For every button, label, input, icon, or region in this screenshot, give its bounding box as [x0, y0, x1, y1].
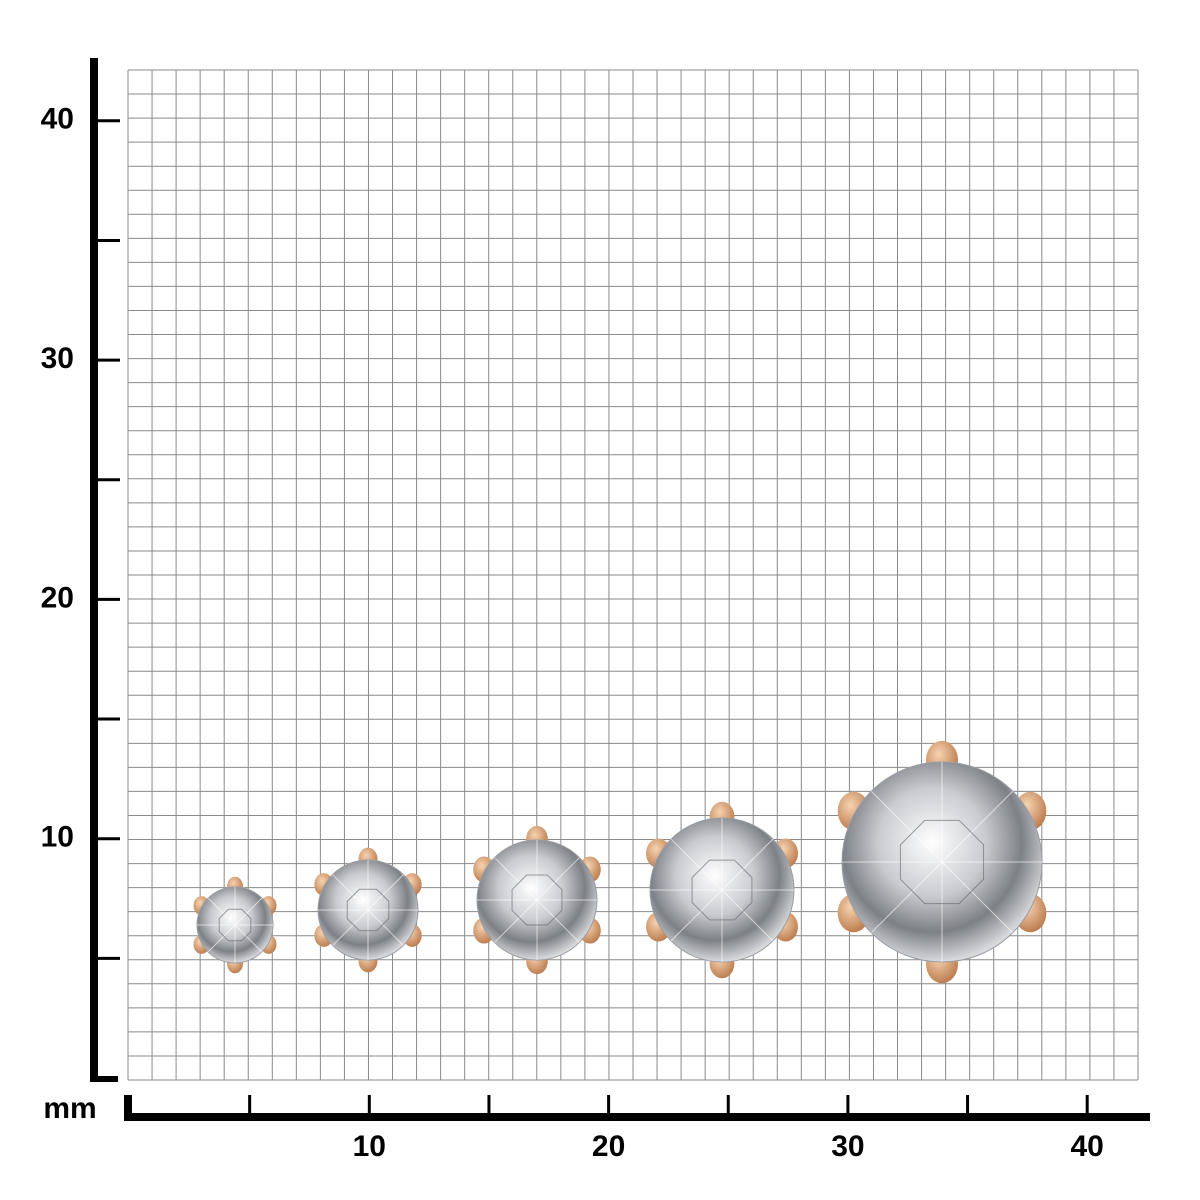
y-axis-foot	[90, 1076, 118, 1082]
facet	[721, 838, 774, 891]
y-tick-label: 10	[41, 821, 74, 854]
unit-label: mm	[43, 1092, 96, 1125]
x-tick-label: 10	[353, 1130, 386, 1163]
facet	[536, 899, 580, 943]
x-tick-label: 40	[1071, 1130, 1104, 1163]
earrings	[193, 740, 1047, 984]
facet	[367, 874, 404, 911]
table-facet	[511, 874, 563, 926]
facet	[670, 889, 723, 942]
earring	[193, 876, 277, 974]
facet	[367, 909, 404, 946]
facet	[207, 924, 236, 953]
table-facet	[346, 888, 390, 932]
earring	[646, 801, 798, 979]
facet	[870, 861, 943, 934]
y-tick-label: 40	[41, 103, 74, 136]
x-tick-label: 30	[831, 1130, 864, 1163]
facet	[207, 897, 236, 926]
facet	[234, 897, 263, 926]
earring	[837, 740, 1047, 984]
facet	[941, 861, 1014, 934]
axes	[90, 58, 1150, 1121]
table-facet	[899, 819, 985, 905]
earring	[473, 825, 601, 975]
table-facet	[218, 908, 252, 942]
table-facet	[691, 859, 753, 921]
facet	[332, 909, 369, 946]
x-axis-line	[124, 1113, 1150, 1121]
facet	[536, 857, 580, 901]
facet	[332, 874, 369, 911]
x-tick-label: 20	[592, 1130, 625, 1163]
facet	[721, 889, 774, 942]
earring	[314, 847, 422, 973]
facet	[494, 899, 538, 943]
facet	[670, 838, 723, 891]
facet	[494, 857, 538, 901]
y-tick-label: 30	[41, 342, 74, 375]
axis-ticks: 10 20 30 40 40 30 20 10	[41, 103, 1104, 1163]
facet	[941, 790, 1014, 863]
facet	[234, 924, 263, 953]
y-tick-label: 20	[41, 581, 74, 614]
facet	[870, 790, 943, 863]
y-axis-line	[90, 58, 98, 1082]
x-axis-start	[124, 1095, 132, 1121]
